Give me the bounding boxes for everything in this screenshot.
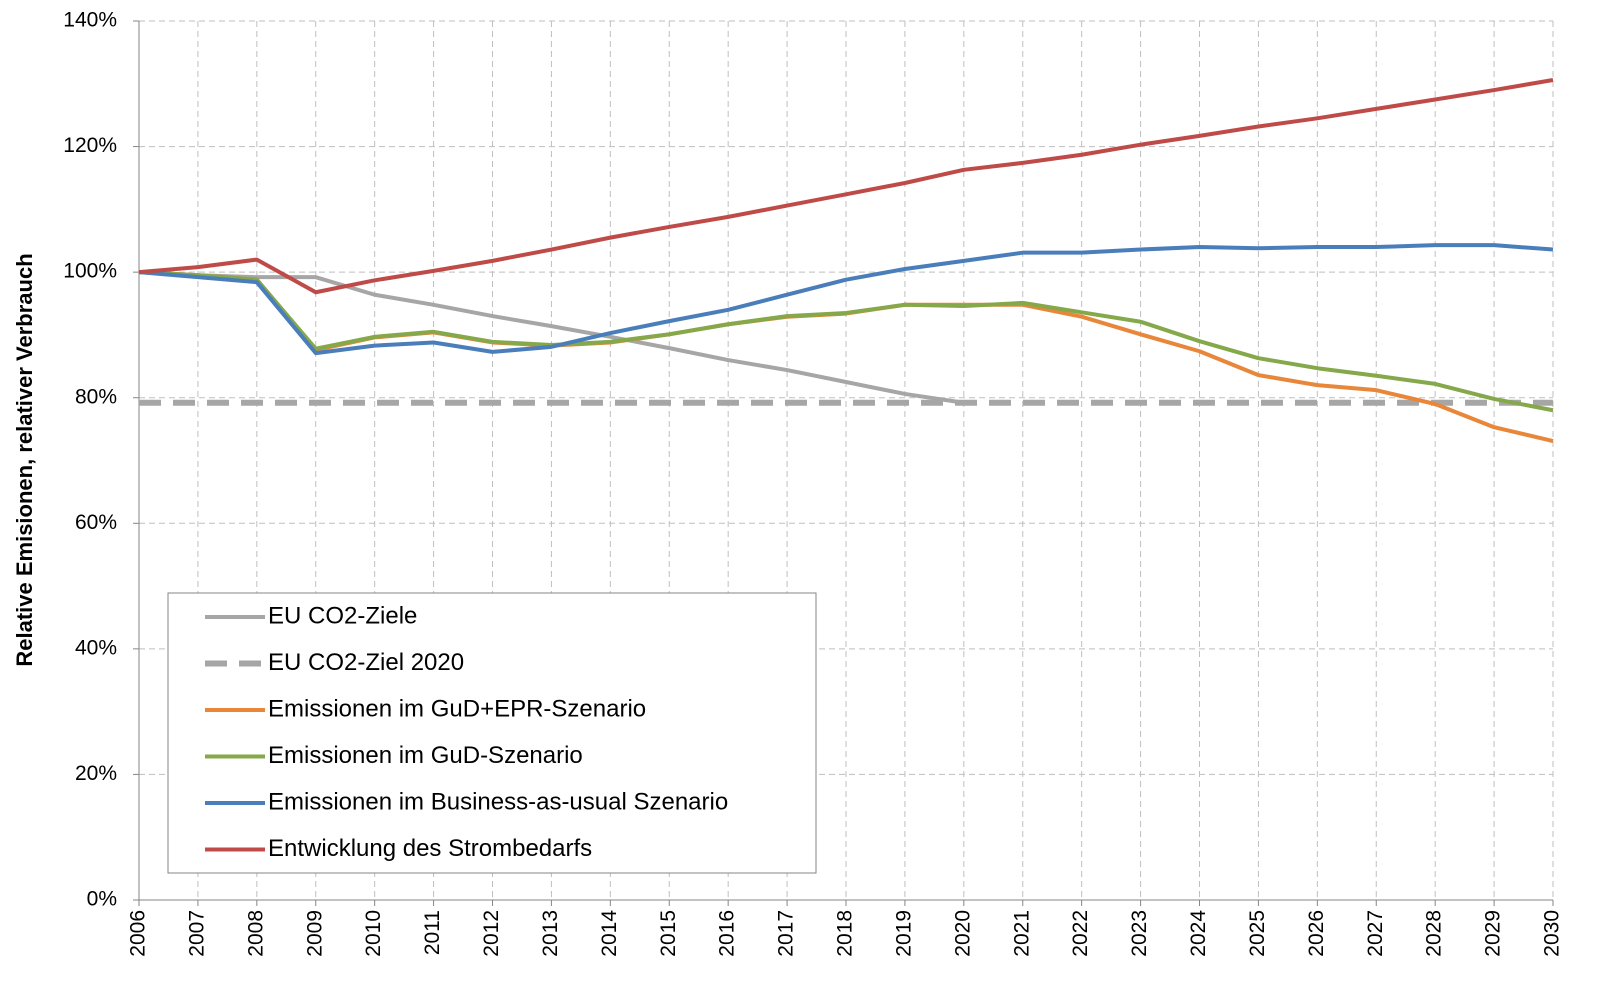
x-tick-label: 2012 — [480, 910, 503, 957]
x-tick-label: 2020 — [951, 910, 974, 957]
x-tick-label: 2014 — [598, 910, 621, 957]
x-tick-label: 2009 — [303, 910, 326, 957]
y-tick-label: 20% — [75, 762, 117, 785]
x-tick-label: 2027 — [1364, 910, 1387, 957]
x-tick-label: 2030 — [1541, 910, 1564, 957]
legend-label: Emissionen im GuD+EPR-Szenario — [268, 695, 646, 722]
x-tick-label: 2018 — [834, 910, 857, 957]
x-tick-label: 2028 — [1423, 910, 1446, 957]
x-tick-label: 2022 — [1069, 910, 1092, 957]
legend-label: EU CO2-Ziel 2020 — [268, 649, 464, 676]
legend-label: EU CO2-Ziele — [268, 602, 417, 629]
y-tick-label: 120% — [63, 134, 117, 157]
series-line — [138, 270, 965, 405]
x-tick-label: 2017 — [775, 910, 798, 957]
x-tick-label: 2006 — [127, 910, 150, 957]
y-tick-label: 0% — [87, 888, 117, 911]
x-tick-label: 2013 — [539, 910, 562, 957]
y-tick-label: 140% — [63, 9, 117, 32]
y-tick-label: 40% — [75, 636, 117, 659]
series-line — [138, 78, 1554, 295]
series-line — [138, 270, 1554, 413]
x-tick-label: 2010 — [362, 910, 385, 957]
x-tick-label: 2007 — [185, 910, 208, 957]
x-tick-label: 2026 — [1305, 910, 1328, 957]
x-tick-label: 2019 — [892, 910, 915, 957]
series-line — [138, 243, 1554, 356]
x-tick-label: 2015 — [657, 910, 680, 957]
x-tick-label: 2024 — [1187, 910, 1210, 957]
x-tick-label: 2008 — [244, 910, 267, 957]
x-tick-label: 2023 — [1128, 910, 1151, 957]
y-tick-label: 80% — [75, 385, 117, 408]
legend-label: Emissionen im Business-as-usual Szenario — [268, 788, 728, 815]
y-tick-label: 60% — [75, 511, 117, 534]
x-tick-label: 2011 — [421, 910, 444, 955]
x-tick-label: 2025 — [1246, 910, 1269, 957]
y-tick-label: 100% — [63, 260, 117, 283]
y-axis-label: Relative Emisionen, relativer Verbrauch — [12, 253, 37, 666]
legend-label: Emissionen im GuD-Szenario — [268, 742, 583, 769]
legend-box — [167, 592, 817, 874]
x-tick-label: 2021 — [1010, 910, 1033, 957]
legend-label: Entwicklung des Strombedarfs — [268, 835, 592, 862]
x-tick-label: 2029 — [1482, 910, 1505, 957]
x-tick-label: 2016 — [716, 910, 739, 957]
